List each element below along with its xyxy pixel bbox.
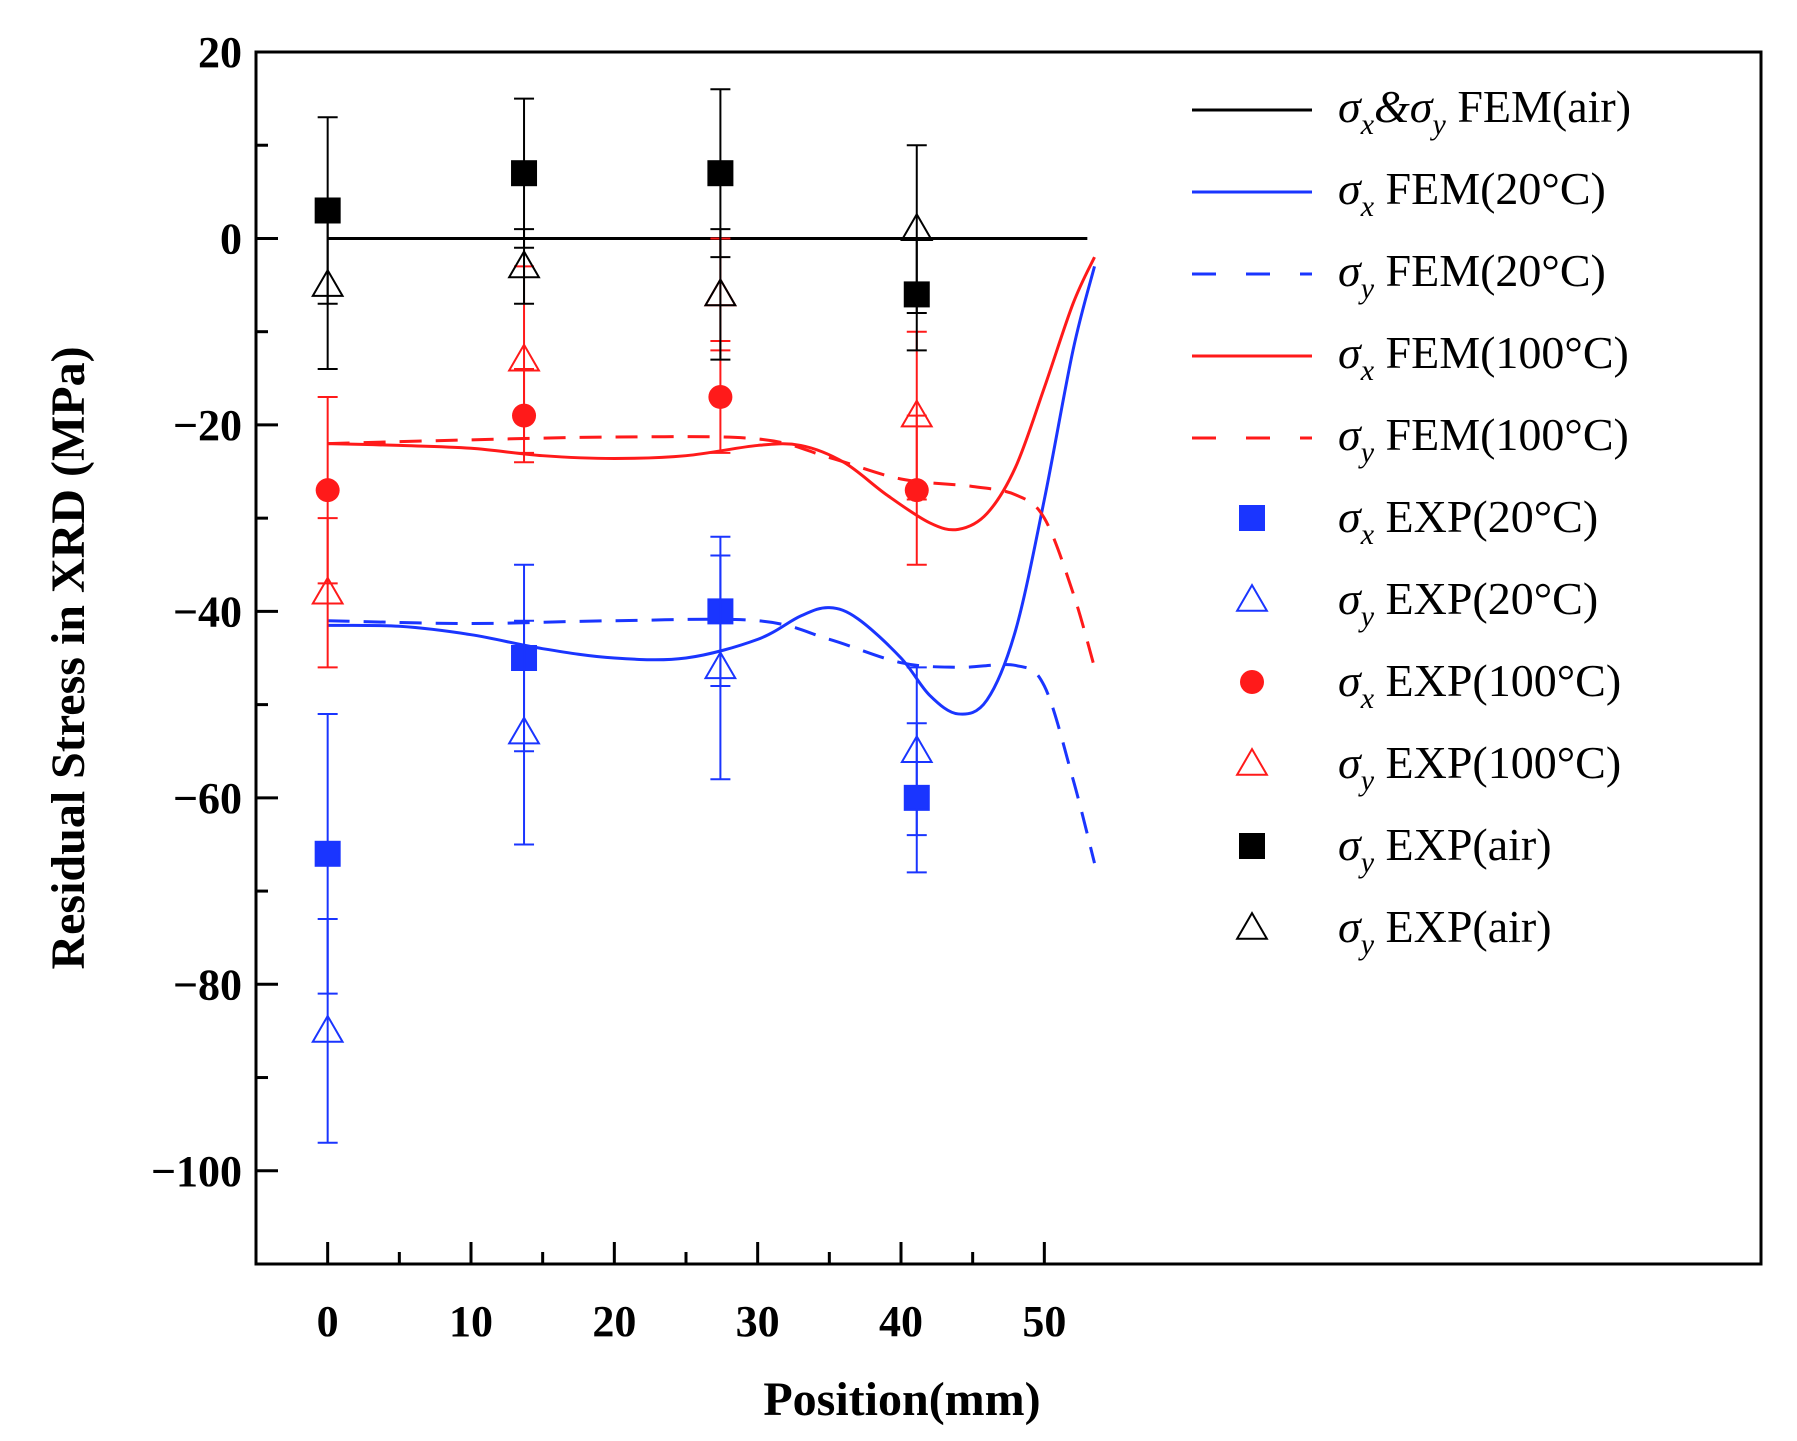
data-point [900,212,934,241]
series-line-2 [327,617,1096,864]
plot-frame [254,50,1763,1266]
data-point [507,342,541,372]
data-point [511,160,538,187]
y-tick-label: −40 [173,587,242,636]
x-tick-label: 40 [879,1297,923,1346]
legend-label: σx FEM(100°C) [1338,327,1629,387]
legend-label: σy FEM(100°C) [1338,409,1629,469]
legend-label: σy FEM(20°C) [1338,245,1606,305]
data-point [703,277,738,307]
series-line-4 [327,435,1096,668]
legend-marker [1239,833,1265,859]
data-point [507,249,541,279]
legend-marker [1235,583,1269,612]
x-tick-label: 10 [449,1297,493,1346]
legend-label: σy EXP(100°C) [1338,737,1621,797]
data-point [311,575,345,605]
legend-label: σx EXP(20°C) [1338,491,1598,551]
legend-label: σy EXP(20°C) [1338,573,1598,633]
y-tick-label: 0 [220,214,242,263]
data-point [703,650,738,680]
legend-label: σy EXP(air) [1338,901,1552,961]
y-tick-label: 20 [198,28,242,77]
x-axis-title: Position(mm) [763,1373,1040,1426]
y-tick-label: −20 [173,401,242,450]
legend-label: σx FEM(20°C) [1338,163,1606,223]
data-point [315,478,340,503]
legend: σx&σy FEM(air) σx FEM(20°C) σy FEM(20°C) σx… [1192,81,1631,961]
x-tick-label: 0 [317,1297,339,1346]
legend-marker [1235,747,1269,776]
legend-label: σx&σy FEM(air) [1338,81,1631,141]
data-marks [311,88,1096,1144]
legend-marker [1235,911,1269,940]
data-point [507,715,541,745]
y-axis-title: Residual Stress in XRD (MPa) [42,346,95,969]
series-line-1 [327,266,1096,716]
data-point [311,268,345,297]
y-tick-label: −60 [173,774,242,823]
x-tick-label: 50 [1022,1297,1066,1346]
y-tick-label: −80 [173,960,242,1009]
legend-label: σy EXP(air) [1338,819,1552,879]
legend-marker [1240,670,1264,694]
data-point [900,734,934,764]
data-point [314,840,341,867]
x-tick-label: 20 [592,1297,636,1346]
data-point [311,1014,345,1043]
legend-marker [1239,505,1265,531]
x-tick-label: 30 [736,1297,780,1346]
data-point [900,398,934,428]
data-point [707,160,734,187]
legend-label: σx EXP(100°C) [1338,655,1621,715]
tick-labels: 0 10 20 30 40 50 20 0 −20 −40 −60 −80 −100 [151,28,1066,1346]
y-tick-label: −100 [151,1147,242,1196]
data-point [708,384,733,409]
axis-ticks [256,50,1046,1266]
